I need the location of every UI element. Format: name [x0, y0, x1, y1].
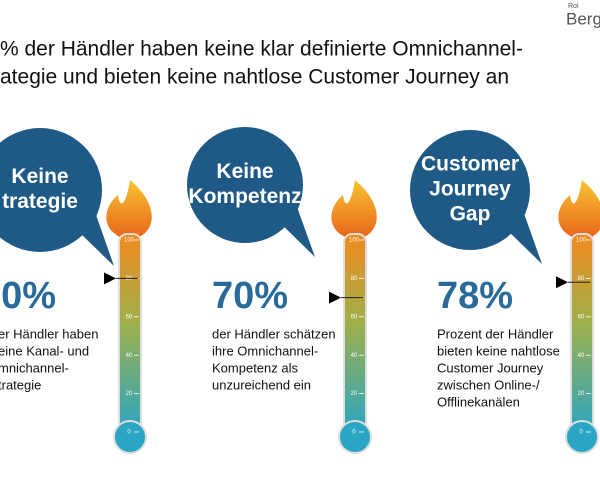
description: unzureichend ein	[212, 377, 311, 392]
value-marker	[329, 291, 341, 304]
value-label: 80%	[0, 275, 56, 317]
description: trategie	[0, 377, 41, 392]
bubble	[410, 130, 530, 250]
bubble-text: Keine	[11, 165, 68, 188]
tick-label: 0	[127, 430, 131, 436]
tick-label: 20	[351, 391, 358, 397]
flame	[331, 180, 377, 240]
description: bieten keine nahtlose	[437, 343, 560, 358]
tick-label: 20	[578, 391, 585, 397]
tick-label: 0	[352, 430, 356, 436]
thermometer-bulb	[565, 420, 599, 454]
description: Customer Journey	[437, 360, 544, 375]
description: der Händler schätzen	[212, 326, 336, 341]
logo-small: Rol	[568, 3, 579, 10]
description: Offlinekanälen	[437, 394, 520, 409]
bubble	[0, 128, 102, 252]
tick-label: 40	[126, 353, 133, 359]
tick-label: 60	[578, 314, 585, 320]
bubble-text: Customer	[421, 153, 519, 176]
value-marker	[104, 272, 116, 285]
bubble-text: Journey	[429, 178, 511, 201]
tick-label: 80	[126, 276, 133, 282]
thermometer-tube	[570, 233, 594, 433]
thermometer-bulb	[113, 420, 147, 454]
tick-label: 40	[351, 353, 358, 359]
description: zwischen Online-/	[437, 377, 540, 392]
thermometer-tube	[118, 233, 142, 433]
bubble-text: Gap	[450, 203, 491, 226]
bubble	[187, 127, 303, 243]
tick-label: 20	[126, 391, 133, 397]
description: ihre Omnichannel-	[212, 343, 318, 358]
title-line: ategie und bieten keine nahtlose Custome…	[0, 66, 509, 89]
tick-label: 100	[576, 238, 587, 244]
tick-label: 0	[579, 430, 583, 436]
value-label: 70%	[212, 275, 288, 317]
flame	[106, 180, 152, 240]
bubble-text: trategie	[2, 190, 78, 213]
value-label: 78%	[437, 275, 513, 317]
description: Prozent der Händler	[437, 326, 554, 341]
description: er Händler haben	[0, 326, 98, 341]
bubble-text: Kompetenz	[188, 185, 301, 208]
thermometer-bulb	[338, 420, 372, 454]
description: eine Kanal- und	[0, 343, 89, 358]
tick-label: 40	[578, 353, 585, 359]
tick-label: 60	[126, 314, 133, 320]
title-line: % der Händler haben keine klar definiert…	[0, 38, 523, 61]
tick-label: 60	[351, 314, 358, 320]
tick-label: 80	[578, 276, 585, 282]
thermometer-tube	[343, 233, 367, 433]
description: Kompetenz als	[212, 360, 298, 375]
bubble-text: Keine	[216, 160, 273, 183]
value-marker	[556, 276, 568, 289]
flame	[558, 180, 600, 240]
description: mnichannel-	[0, 360, 69, 375]
tick-label: 100	[124, 238, 135, 244]
tick-label: 100	[349, 238, 360, 244]
logo: Berge	[566, 9, 600, 28]
tick-label: 80	[351, 276, 358, 282]
